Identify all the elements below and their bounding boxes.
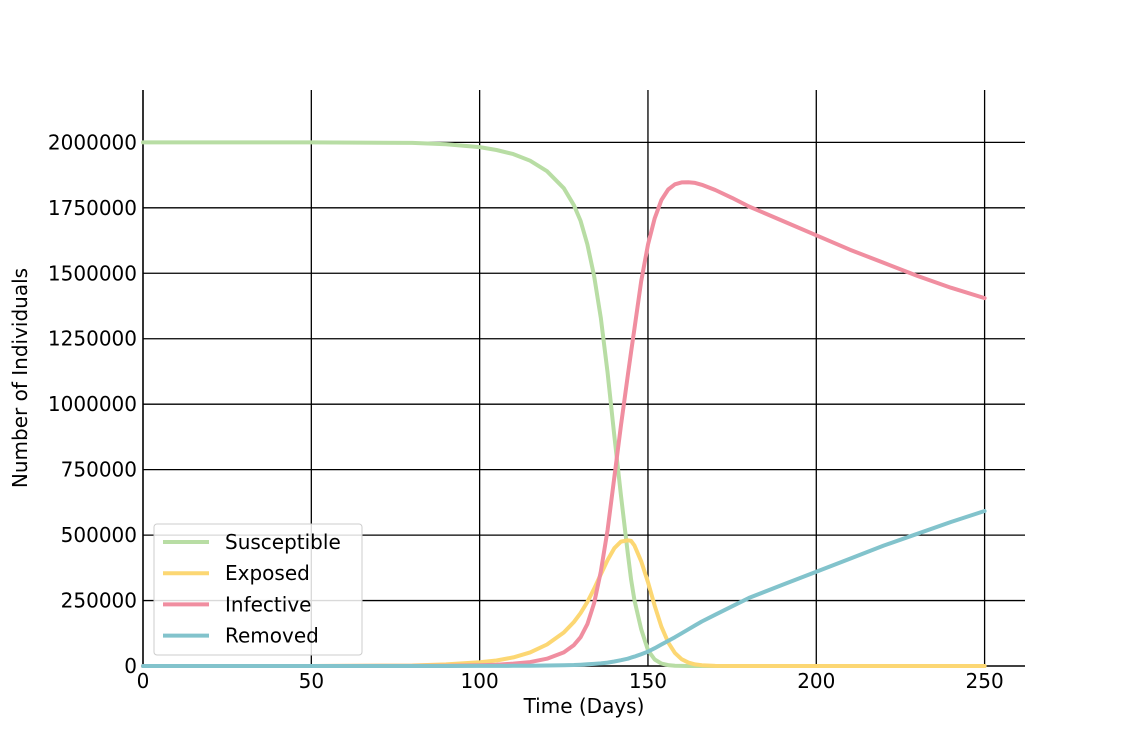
x-tick-label: 50 (299, 669, 324, 693)
legend-label-infective: Infective (225, 592, 311, 616)
series-lines (141, 140, 987, 668)
series-line-exposed (141, 538, 987, 668)
series-line-removed (141, 509, 987, 668)
x-tick-label: 0 (137, 669, 150, 693)
x-tick-label: 200 (797, 669, 835, 693)
y-tick-label: 1500000 (48, 261, 137, 285)
legend-box (153, 523, 363, 656)
y-tick-label: 1750000 (48, 196, 137, 220)
legend-label-susceptible: Susceptible (225, 530, 341, 554)
x-tick-label: 150 (629, 669, 667, 693)
tick-labels: 0 50 100 150 200 250 0 250000 500000 750000 100000… (48, 130, 1004, 693)
y-tick-label: 250000 (61, 589, 137, 613)
y-tick-label: 1000000 (48, 392, 137, 416)
y-tick-label: 2000000 (48, 130, 137, 154)
x-tick-label: 250 (966, 669, 1004, 693)
y-tick-label: 0 (124, 654, 137, 678)
y-tick-label: 750000 (61, 458, 137, 482)
x-axis-label: Time (Days) (523, 694, 645, 718)
legend-label-exposed: Exposed (225, 561, 310, 585)
y-tick-label: 1250000 (48, 327, 137, 351)
y-axis-label: Number of Individuals (8, 268, 32, 488)
legend-label-removed: Removed (225, 624, 319, 648)
legend: Susceptible Exposed Infective Removed (153, 523, 363, 656)
y-tick-label: 500000 (61, 523, 137, 547)
series-line-infective (141, 180, 987, 668)
x-tick-label: 100 (461, 669, 499, 693)
